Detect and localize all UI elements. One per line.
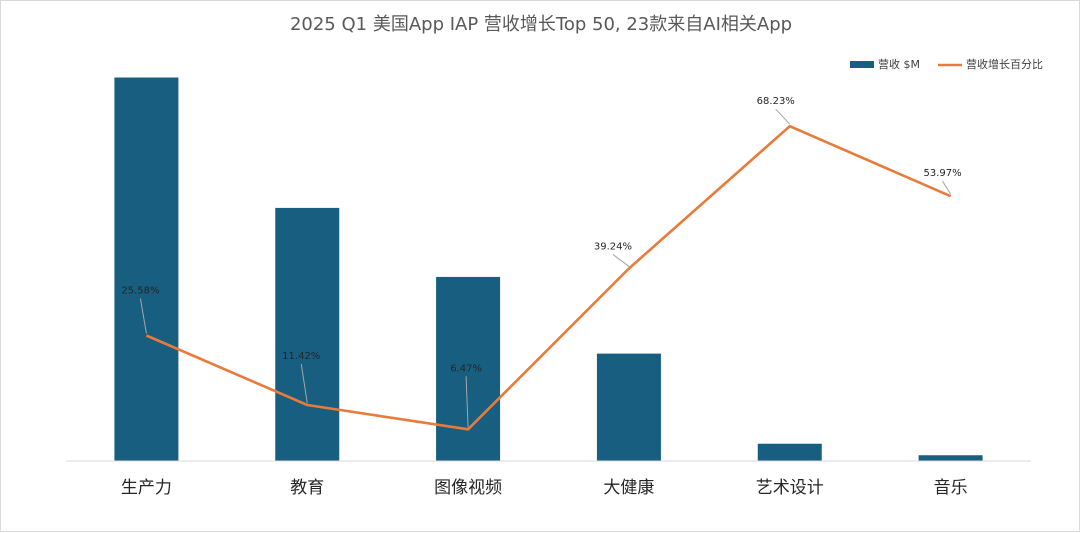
legend-bar-label: 营收 $M (878, 57, 920, 71)
x-axis-categories: 生产力 教育 图像视频 大健康 艺术设计 音乐 (121, 478, 968, 498)
category-label-0: 生产力 (121, 478, 172, 498)
growth-data-label-0: 25.58% (121, 285, 159, 296)
growth-data-label-2: 6.47% (450, 363, 482, 374)
bar-4 (757, 443, 822, 461)
legend: 营收 $M 营收增长百分比 (850, 57, 1043, 71)
growth-line-series (145, 124, 952, 431)
category-label-4: 艺术设计 (756, 478, 824, 498)
bar-series (114, 77, 983, 461)
growth-data-label-4: 68.23% (757, 96, 795, 107)
leader-line-0 (139, 298, 147, 334)
growth-data-label-3: 39.24% (594, 241, 632, 252)
bar-5 (918, 455, 983, 461)
data-label-leaders (139, 108, 952, 428)
bar-0 (114, 77, 179, 461)
chart-title: 2025 Q1 美国App IAP 营收增长Top 50, 23款来自AI相关A… (290, 14, 792, 35)
bar-3 (596, 353, 661, 461)
category-label-3: 大健康 (603, 478, 654, 498)
legend-bar-swatch (850, 61, 874, 68)
leader-line-4 (775, 108, 791, 125)
leader-line-5 (942, 180, 952, 195)
leader-line-3 (612, 254, 630, 267)
bar-1 (275, 207, 340, 461)
leader-line-1 (300, 363, 308, 404)
growth-data-label-1: 11.42% (282, 351, 320, 362)
category-label-1: 教育 (290, 478, 324, 498)
category-label-5: 音乐 (934, 478, 968, 498)
leader-line-2 (465, 376, 469, 428)
line-data-labels: 25.58% 11.42% 6.47% 39.24% 68.23% 53.97% (121, 96, 961, 374)
category-label-2: 图像视频 (434, 478, 502, 498)
growth-data-label-5: 53.97% (924, 168, 962, 179)
legend-line-label: 营收增长百分比 (966, 57, 1043, 71)
